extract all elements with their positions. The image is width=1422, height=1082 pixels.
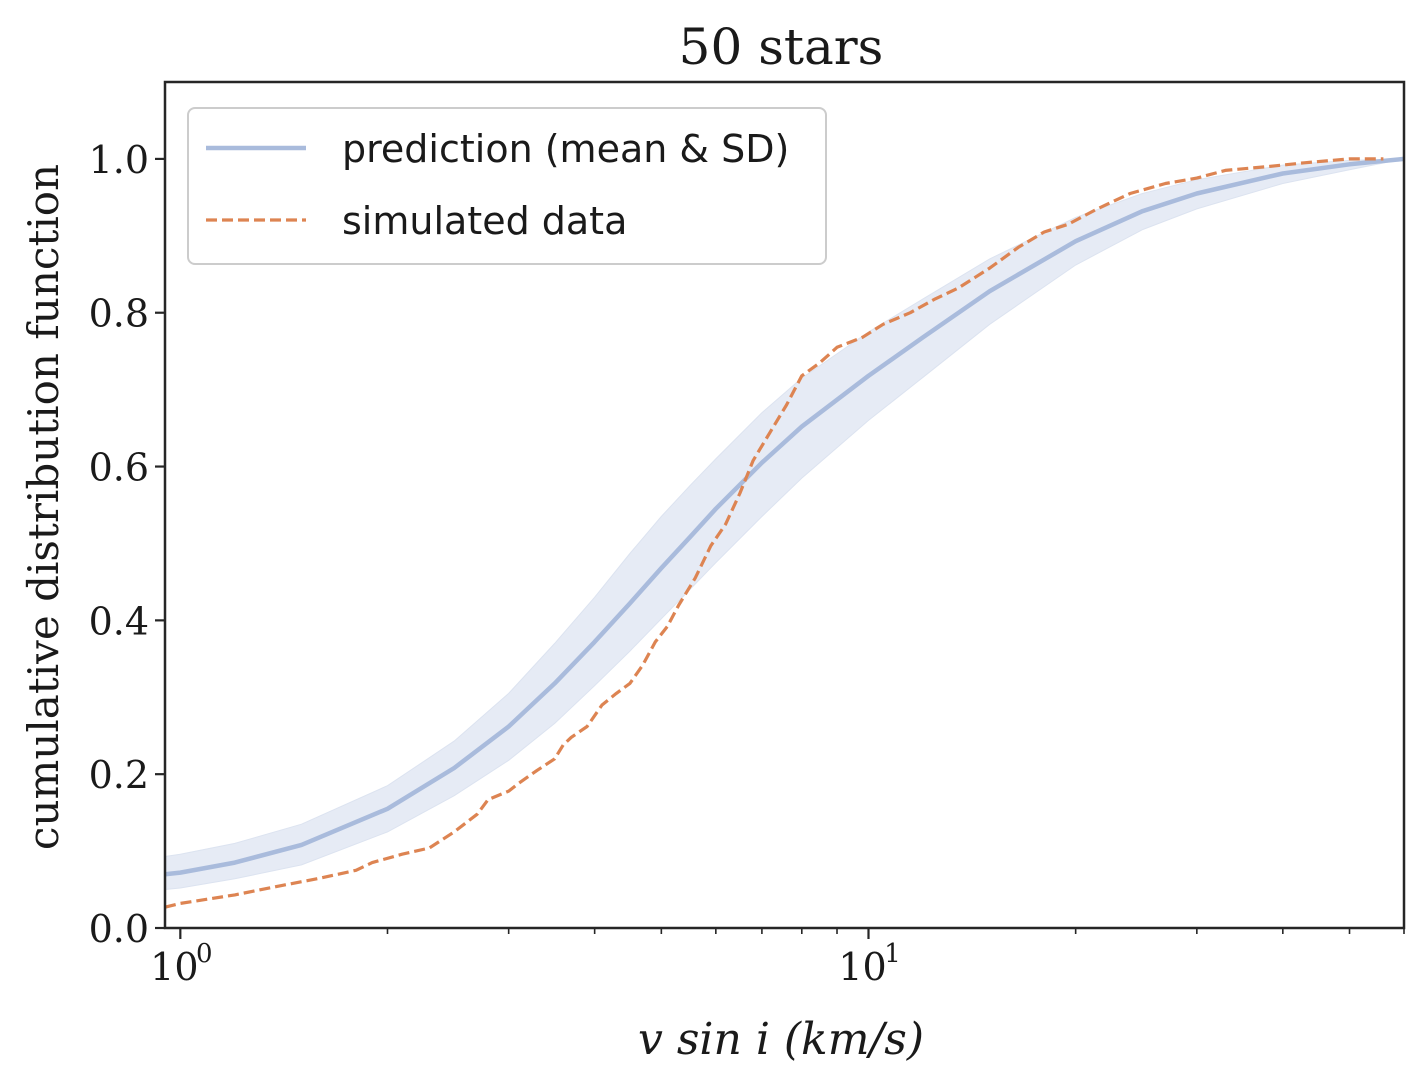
y-tick-label: 0.8 bbox=[89, 292, 149, 336]
legend-label-simulated: simulated data bbox=[342, 199, 627, 243]
simulated-data-line bbox=[165, 157, 1384, 909]
chart-title: 50 stars bbox=[679, 18, 884, 76]
x-axis-label: v sin i (km/s) bbox=[638, 1014, 924, 1065]
x-tick-exponent: 0 bbox=[196, 939, 213, 969]
legend: prediction (mean & SD) simulated data bbox=[187, 107, 827, 265]
y-axis-label: cumulative distribution function bbox=[19, 164, 68, 850]
y-tick-label: 0.2 bbox=[89, 753, 149, 797]
y-tick-label: 1.0 bbox=[89, 138, 149, 182]
x-tick-exponent: 1 bbox=[884, 939, 901, 969]
y-tick-label: 0.0 bbox=[89, 907, 149, 951]
x-tick-label: 10 bbox=[838, 945, 886, 989]
plot-clipped bbox=[165, 156, 1404, 909]
legend-box bbox=[187, 107, 827, 265]
plot-area bbox=[165, 156, 1404, 909]
axes-frame bbox=[163, 80, 1406, 930]
x-tick-label: 10 bbox=[150, 945, 198, 989]
prediction-mean-line bbox=[165, 156, 1404, 877]
prediction-sd-band bbox=[165, 158, 1404, 891]
y-tick-label: 0.4 bbox=[89, 599, 149, 643]
legend-label-prediction: prediction (mean & SD) bbox=[342, 127, 789, 171]
y-tick-label: 0.6 bbox=[89, 446, 149, 490]
